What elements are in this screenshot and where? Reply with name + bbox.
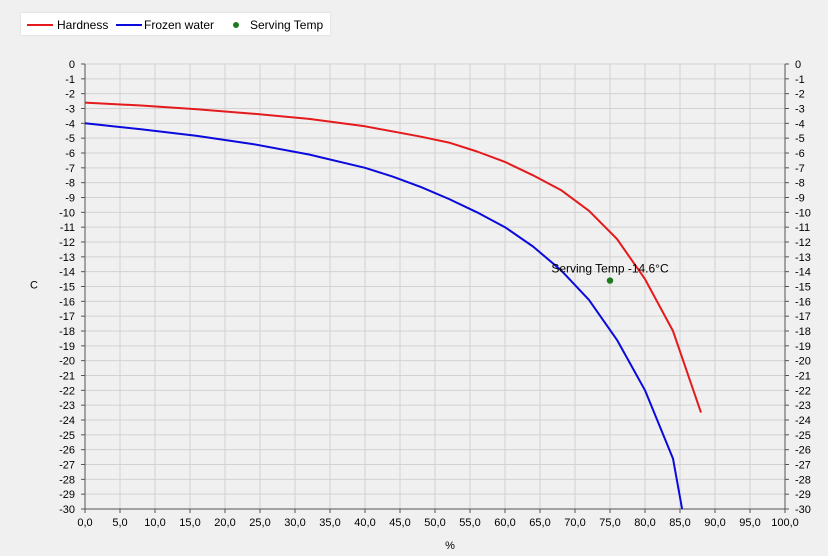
y-tick-label-right: 0: [795, 59, 801, 71]
y-tick-label-left: -26: [59, 445, 75, 457]
y-tick-label-right: -16: [795, 296, 811, 308]
x-tick-label: 15,0: [179, 517, 200, 529]
y-tick-label-left: -22: [59, 385, 75, 397]
y-tick-label-left: -9: [65, 193, 75, 205]
x-tick-label: 50,0: [424, 517, 445, 529]
y-tick-label-left: -1: [65, 74, 75, 86]
y-tick-label-right: -23: [795, 400, 811, 412]
y-tick-label-right: -27: [795, 460, 811, 472]
legend-label-frozen-water: Frozen water: [144, 18, 215, 32]
y-tick-label-left: -3: [65, 104, 75, 116]
y-tick-label-right: -3: [795, 104, 805, 116]
y-tick-label-right: -28: [795, 474, 811, 486]
y-tick-label-right: -1: [795, 74, 805, 86]
y-tick-label-left: -11: [60, 222, 75, 234]
y-tick-label-left: -12: [59, 237, 75, 249]
x-tick-label: 95,0: [739, 517, 760, 529]
serving-temp-point: [606, 277, 614, 284]
serving-temp-label: Serving Temp -14.6°C: [551, 262, 669, 276]
y-tick-label-right: -4: [795, 118, 805, 130]
y-tick-label-right: -9: [795, 193, 805, 205]
x-tick-label: 85,0: [669, 517, 690, 529]
y-tick-label-left: -18: [59, 326, 75, 338]
x-tick-label: 30,0: [284, 517, 305, 529]
x-tick-label: 45,0: [389, 517, 410, 529]
legend-label-hardness: Hardness: [57, 18, 109, 32]
y-tick-label-right: -14: [795, 267, 811, 279]
x-tick-label: 35,0: [319, 517, 340, 529]
y-tick-label-left: -19: [59, 341, 75, 353]
x-tick-label: 10,0: [144, 517, 165, 529]
x-axis-title: %: [445, 540, 455, 552]
y-tick-label-right: -30: [795, 504, 811, 516]
y-tick-label-right: -19: [795, 341, 811, 353]
y-tick-label-right: -20: [795, 356, 811, 368]
y-tick-label-right: -5: [795, 133, 805, 145]
x-tick-label: 40,0: [354, 517, 375, 529]
x-tick-label: 75,0: [599, 517, 620, 529]
y-tick-label-right: -7: [795, 163, 805, 175]
x-tick-label: 25,0: [249, 517, 270, 529]
y-tick-label-left: -13: [59, 252, 75, 264]
y-tick-label-left: 0: [69, 59, 75, 71]
y-tick-label-left: -4: [65, 118, 75, 130]
y-tick-label-right: -24: [795, 415, 811, 427]
x-tick-label: 0,0: [77, 517, 92, 529]
x-tick-label: 70,0: [564, 517, 585, 529]
x-tick-label: 65,0: [529, 517, 550, 529]
y-tick-label-right: -12: [795, 237, 811, 249]
y-tick-label-left: -29: [59, 489, 75, 501]
y-tick-label-left: -6: [65, 148, 75, 160]
y-tick-label-right: -6: [795, 148, 805, 160]
y-tick-label-left: -10: [59, 207, 75, 219]
y-tick-label-left: -14: [59, 267, 75, 279]
y-tick-label-left: -23: [59, 400, 75, 412]
legend-swatch-frozen-water: [116, 24, 142, 26]
y-tick-label-left: -28: [59, 474, 75, 486]
y-axis-title: C: [30, 280, 38, 292]
y-tick-label-left: -17: [59, 311, 75, 323]
legend-swatch-serving-temp: [233, 22, 239, 28]
y-tick-label-right: -29: [795, 489, 811, 501]
x-tick-label: 55,0: [459, 517, 480, 529]
y-tick-label-left: -24: [59, 415, 75, 427]
y-tick-label-left: -7: [65, 163, 75, 175]
y-tick-label-right: -26: [795, 445, 811, 457]
y-tick-label-right: -17: [795, 311, 811, 323]
y-tick-label-right: -22: [795, 385, 811, 397]
y-tick-label-right: -25: [795, 430, 811, 442]
legend: Hardness Frozen water Serving Temp: [20, 12, 331, 36]
x-tick-label: 5,0: [112, 517, 127, 529]
y-tick-label-right: -11: [795, 222, 810, 234]
y-tick-label-right: -2: [795, 89, 805, 101]
x-tick-label: 80,0: [634, 517, 655, 529]
x-tick-label: 60,0: [494, 517, 515, 529]
series-line-frozen-water: [84, 122, 684, 510]
legend-swatch-hardness: [27, 24, 53, 26]
y-tick-label-left: -27: [59, 460, 75, 472]
y-tick-label-left: -5: [65, 133, 75, 145]
y-tick-label-left: -25: [59, 430, 75, 442]
legend-label-serving-temp: Serving Temp: [250, 18, 324, 32]
y-tick-label-right: -18: [795, 326, 811, 338]
y-tick-label-left: -8: [65, 178, 75, 190]
y-tick-label-right: -10: [795, 207, 811, 219]
y-tick-label-left: -2: [65, 89, 75, 101]
y-tick-label-left: -20: [59, 356, 75, 368]
y-tick-label-left: -21: [59, 371, 75, 383]
y-tick-label-left: -30: [59, 504, 75, 516]
y-tick-label-right: -13: [795, 252, 811, 264]
y-tick-label-left: -15: [59, 282, 75, 294]
x-tick-label: 90,0: [704, 517, 725, 529]
y-tick-label-right: -21: [795, 371, 811, 383]
y-tick-label-left: -16: [59, 296, 75, 308]
y-tick-label-right: -8: [795, 178, 805, 190]
x-tick-label: 100,0: [771, 517, 799, 529]
x-tick-label: 20,0: [214, 517, 235, 529]
y-tick-label-right: -15: [795, 282, 811, 294]
series-line-hardness: [84, 101, 702, 413]
